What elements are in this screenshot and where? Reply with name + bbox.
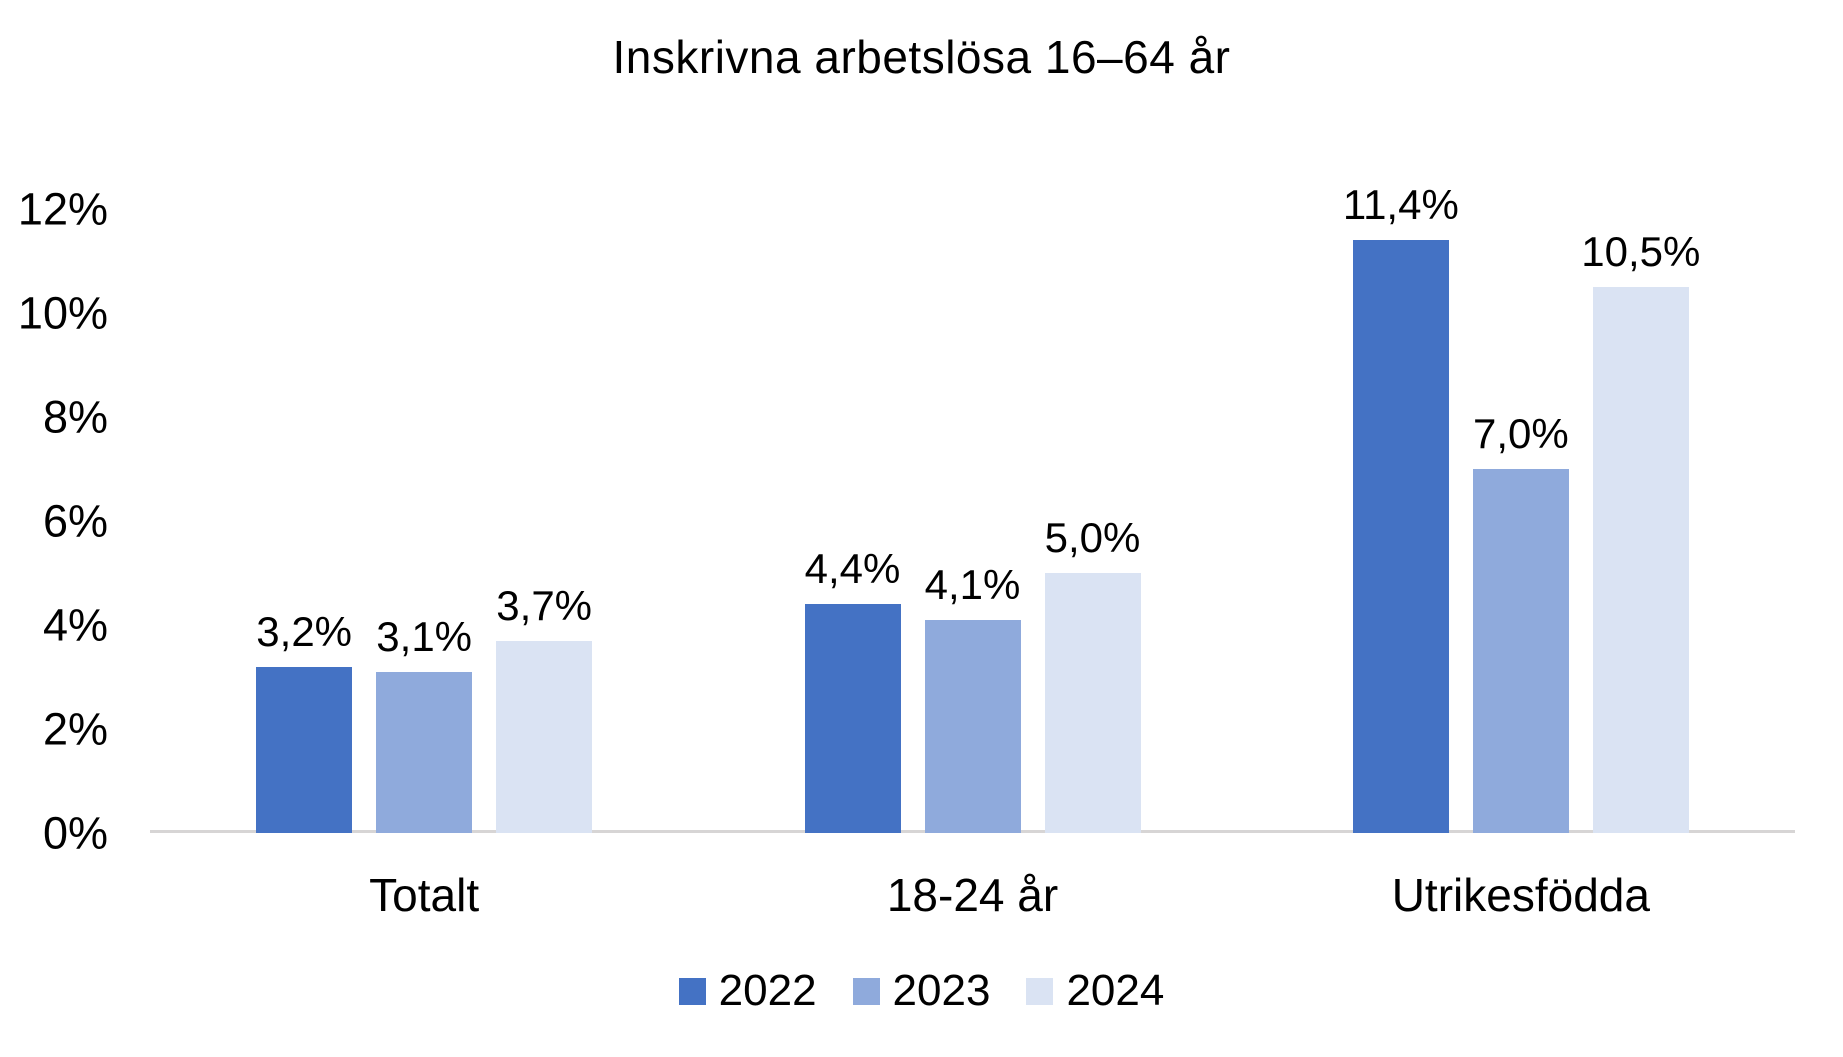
value-label-2022-totalt: 3,2% [256, 607, 353, 655]
y-tick-10: 10% [17, 287, 108, 339]
y-tick-2: 2% [42, 703, 108, 755]
bar-2023-18-24-ar [924, 619, 1021, 833]
value-label-2024-totalt: 3,7% [496, 581, 593, 629]
value-label-2022-utrikesfodda: 11,4% [1342, 181, 1459, 229]
y-tick-12: 12% [17, 183, 108, 235]
value-label-2024-utrikesfodda: 10,5% [1581, 228, 1701, 275]
bar-2024-utrikesfodda [1592, 287, 1689, 833]
value-label-2022-18-24-ar: 4,4% [804, 545, 901, 593]
value-label-2023-18-24-ar: 4,1% [924, 560, 1021, 608]
legend: 2022 2023 2024 [0, 966, 1843, 1016]
legend-swatch-2022 [678, 977, 706, 1005]
bar-2022-totalt [256, 666, 353, 833]
bar-2023-utrikesfodda [1472, 469, 1569, 833]
legend-label-2024: 2024 [1066, 966, 1165, 1015]
x-label-totalt: Totalt [369, 869, 480, 921]
y-tick-6: 6% [42, 495, 108, 547]
y-tick-4: 4% [42, 599, 108, 651]
chart-title: Inskrivna arbetslösa 16–64 år [612, 31, 1231, 83]
legend-item-2022: 2022 [678, 966, 817, 1016]
bar-2022-18-24-ar [804, 604, 901, 833]
legend-swatch-2024 [1026, 977, 1054, 1005]
bar-2022-utrikesfodda [1352, 240, 1449, 833]
y-axis: 0% 2% 4% 6% 8% 10% 12% [0, 0, 108, 1057]
legend-label-2022: 2022 [718, 966, 817, 1015]
bar-2023-totalt [376, 671, 473, 833]
legend-item-2023: 2023 [852, 966, 991, 1016]
bar-2024-totalt [496, 640, 593, 833]
legend-item-2024: 2024 [1026, 966, 1164, 1016]
value-label-2023-utrikesfodda: 7,0% [1472, 410, 1569, 457]
legend-label-2023: 2023 [892, 966, 991, 1015]
y-tick-0: 0% [42, 807, 108, 859]
value-label-2023-totalt: 3,1% [376, 612, 473, 660]
legend-swatch-2023 [852, 977, 880, 1005]
x-label-18-24-ar: 18-24 år [886, 869, 1059, 921]
value-label-2024-18-24-ar: 5,0% [1044, 514, 1141, 561]
plot-area: 3,2% 3,1% 3,7% 4,4% 4,1% 5,0% 11,4% 7,0% 10,5% [150, 0, 1795, 833]
x-label-utrikesfodda: Utrikesfödda [1391, 869, 1650, 921]
bar-2024-18-24-ar [1044, 573, 1141, 833]
y-tick-8: 8% [42, 391, 108, 443]
